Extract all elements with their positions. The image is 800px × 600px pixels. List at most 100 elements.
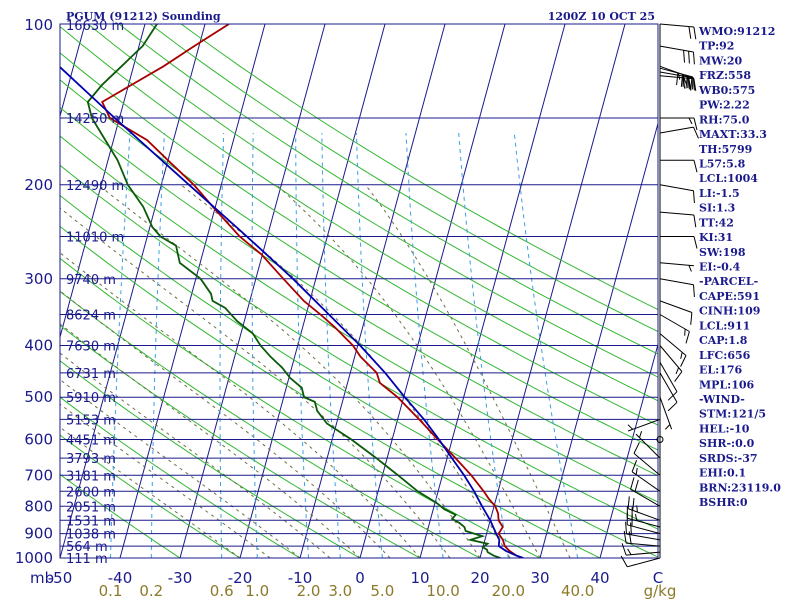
wind-barb [659, 300, 693, 325]
moist-adiabat-line [60, 323, 361, 558]
parcel-line [60, 65, 524, 558]
temperature-tick-label: 0 [355, 569, 365, 587]
wind-barb [660, 117, 698, 131]
pressure-tick-label: 400 [24, 337, 53, 355]
wind-barb [633, 442, 661, 476]
stability-index: HEL:-10 [699, 422, 750, 435]
mixing-ratio-line [355, 132, 383, 558]
height-label: 14250 m [66, 112, 124, 127]
height-label: 2600 m [66, 485, 116, 500]
pressure-tick-label: 300 [24, 270, 53, 288]
stability-index: CAPE:591 [699, 290, 760, 303]
stability-index: EL:176 [699, 364, 742, 377]
isotherm-line [539, 121, 658, 558]
temperature-tick-label: -10 [288, 569, 313, 587]
stability-index: SRDS:-37 [699, 452, 758, 465]
temperature-tick-label: 20 [470, 569, 489, 587]
stability-index: LCL:1004 [699, 172, 758, 185]
temperature-tick-label: -50 [48, 569, 73, 587]
stability-index: -PARCEL- [699, 275, 758, 288]
stability-index: KI:31 [699, 231, 733, 244]
stability-index: STM:121/5 [699, 408, 766, 421]
stability-index: EI:-0.4 [699, 261, 741, 274]
temperature-unit-label: C [653, 569, 663, 587]
wind-barb [659, 65, 693, 91]
stability-index: BRN:23119.0 [699, 481, 781, 494]
height-label: 11010 m [66, 230, 124, 245]
temperature-line [101, 24, 524, 558]
isotherm-line [239, 24, 386, 558]
wind-barb [627, 496, 661, 521]
chart-datetime: 1200Z 10 OCT 25 [548, 10, 655, 23]
height-label: 16630 m [66, 19, 124, 34]
wind-barbs [620, 23, 699, 568]
mixing-ratio-line [110, 132, 131, 558]
temperature-tick-label: 10 [410, 569, 429, 587]
wind-barb [621, 543, 661, 556]
wind-barb [659, 314, 690, 344]
stability-index: LI:-1.5 [699, 187, 740, 200]
chart-title: PGUM (91212) Sounding [66, 10, 221, 23]
mixing-ratio-tick-label: 0.2 [139, 582, 163, 600]
stability-index: LFC:656 [699, 349, 751, 362]
wind-barb [659, 45, 695, 65]
height-label: 8624 m [66, 309, 116, 324]
moist-adiabat-line [60, 207, 451, 558]
mixing-ratio-line [219, 132, 225, 558]
mixing-ratio-tick-label: 1.0 [245, 582, 269, 600]
wind-barb [659, 278, 695, 298]
pressure-tick-label: 800 [24, 497, 53, 515]
wind-barb [659, 372, 678, 412]
stability-index: BSHR:0 [699, 496, 748, 509]
wind-barb [659, 333, 687, 367]
moist-adiabat-line [60, 252, 421, 558]
moist-adiabat-line [365, 184, 571, 558]
height-label: 12490 m [66, 179, 124, 194]
mixing-ratio-line [150, 132, 165, 558]
isotherm-line [599, 342, 658, 558]
temperature-tick-label: -30 [168, 569, 193, 587]
mixing-ratio-tick-label: 2.0 [297, 582, 321, 600]
stability-index: SW:198 [699, 246, 746, 259]
moist-adiabat-line [60, 426, 241, 558]
isotherm-line [299, 24, 446, 558]
isotherm-line [419, 24, 566, 558]
mixing-ratio-line [321, 132, 341, 558]
wind-barb [625, 521, 661, 541]
pressure-unit-label: mb [30, 569, 54, 587]
stability-index: RH:75.0 [699, 113, 750, 126]
temperature-tick-label: -40 [108, 569, 133, 587]
wind-barb [659, 211, 697, 228]
wind-barb [659, 126, 699, 139]
wind-barb [631, 460, 661, 492]
stability-index: FRZ:558 [699, 69, 751, 82]
stability-index: SI:1.3 [699, 202, 735, 215]
height-label: 4451 m [66, 434, 116, 449]
temperature-tick-label: -20 [228, 569, 253, 587]
mixing-ratio-tick-label: 0.1 [99, 582, 123, 600]
stability-index: TH:5799 [699, 143, 752, 156]
height-label: 2051 m [66, 500, 116, 515]
stability-index: PW:2.22 [699, 99, 750, 112]
mixing-ratio-tick-label: 40.0 [561, 582, 594, 600]
stability-index: CAP:1.8 [699, 334, 748, 347]
wind-barb [659, 345, 683, 382]
isotherm-line [60, 24, 146, 339]
isotherm-line [479, 24, 626, 558]
height-label: 3793 m [66, 452, 116, 467]
mixing-ratio-tick-label: 3.0 [328, 582, 352, 600]
mixing-ratio-line [295, 132, 309, 558]
temperature-tick-label: 40 [590, 569, 609, 587]
stability-index: LCL:911 [699, 319, 750, 332]
temperature-tick-label: 30 [530, 569, 549, 587]
dewpoint-line [86, 24, 501, 558]
stability-index: SHR-:0.0 [699, 437, 755, 450]
wind-barb [659, 184, 695, 204]
wind-barb [660, 236, 698, 249]
wind-barb [626, 505, 661, 528]
wind-barb [635, 431, 661, 459]
